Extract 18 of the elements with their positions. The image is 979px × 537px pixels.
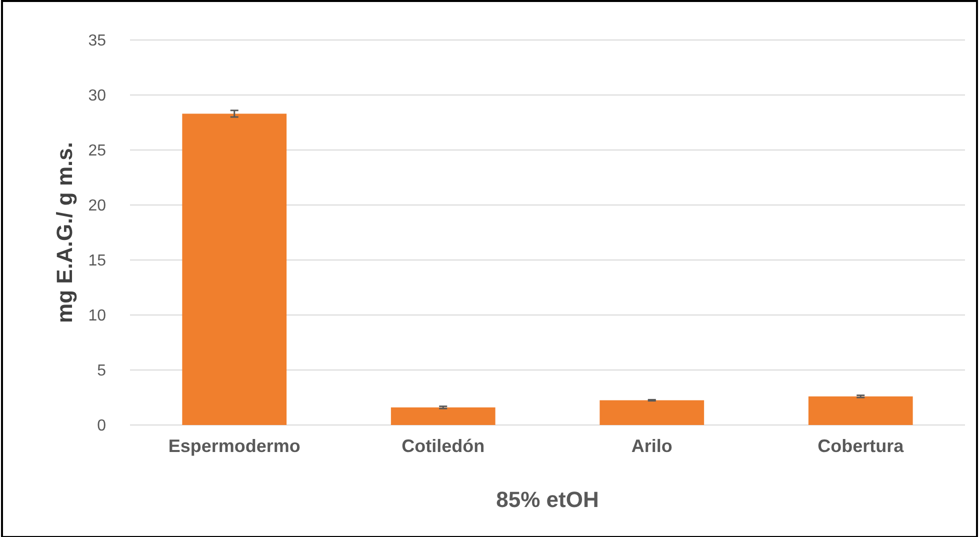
y-tick-label: 15 (88, 252, 106, 270)
x-tick-label: Cobertura (818, 436, 905, 456)
y-tick-label: 20 (88, 198, 106, 215)
y-axis-title: mg E.A.G./ g m.s. (52, 142, 77, 323)
bar (600, 400, 704, 425)
x-tick-label: Espermodermo (168, 436, 300, 456)
y-tick-label: 0 (97, 418, 106, 435)
bar (808, 396, 913, 425)
y-tick-label: 10 (88, 308, 106, 325)
x-axis-title: 85% etOH (496, 487, 599, 512)
x-tick-label: Cotiledón (402, 436, 485, 456)
y-tick-label: 5 (97, 362, 106, 380)
bar (390, 407, 496, 425)
y-tick-label: 25 (88, 142, 106, 160)
y-tick-label: 35 (88, 32, 106, 50)
bar (182, 114, 287, 425)
y-tick-label: 30 (88, 88, 106, 105)
x-tick-label: Arilo (631, 436, 672, 456)
